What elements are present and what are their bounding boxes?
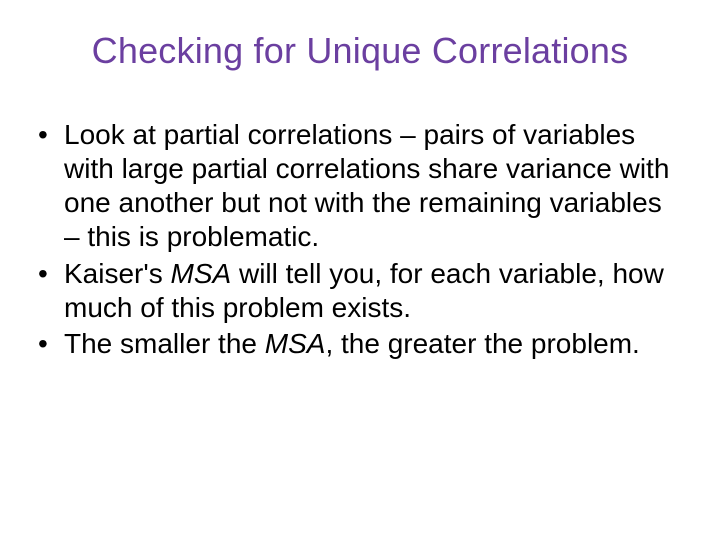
slide-body: Look at partial correlations – pairs of … (36, 118, 684, 363)
slide: Checking for Unique Correlations Look at… (0, 0, 720, 540)
bullet-text-segment: Kaiser's (64, 258, 171, 289)
bullet-text-segment: , the greater the problem. (325, 328, 639, 359)
bullet-item: Look at partial correlations – pairs of … (36, 118, 684, 255)
bullet-list: Look at partial correlations – pairs of … (36, 118, 684, 361)
bullet-text-segment: Look at partial correlations – pairs of … (64, 119, 669, 252)
bullet-text-segment: The smaller the (64, 328, 265, 359)
bullet-item: Kaiser's MSA will tell you, for each var… (36, 257, 684, 325)
bullet-text-segment: MSA (265, 328, 326, 359)
slide-title: Checking for Unique Correlations (0, 30, 720, 72)
bullet-text-segment: MSA (171, 258, 232, 289)
bullet-item: The smaller the MSA, the greater the pro… (36, 327, 684, 361)
